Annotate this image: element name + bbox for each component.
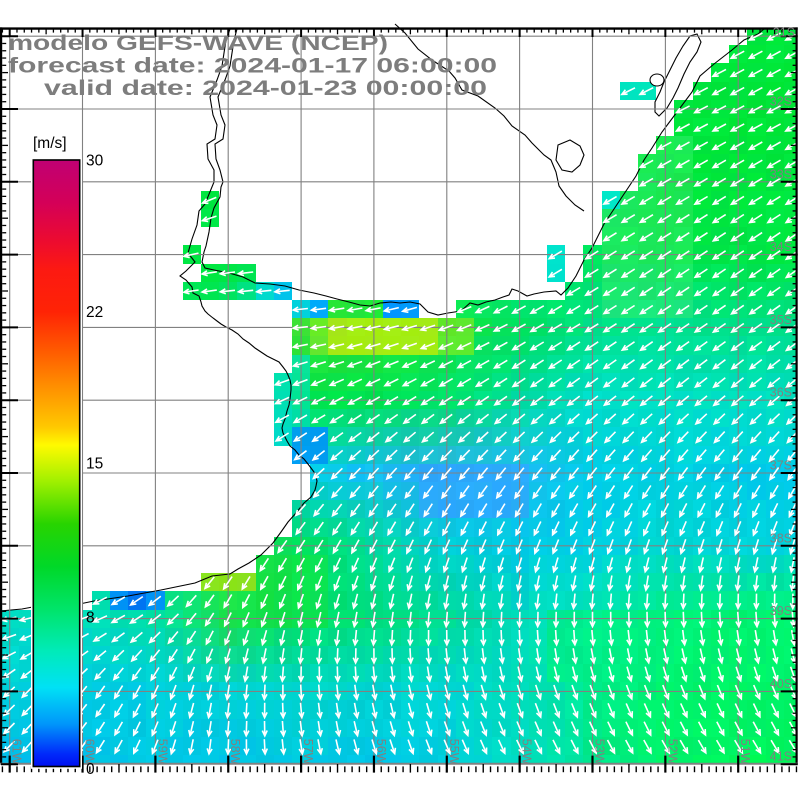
svg-text:valid date: 2024-01-23 00:00:0: valid date: 2024-01-23 00:00:00 bbox=[44, 76, 487, 100]
svg-text:0: 0 bbox=[86, 761, 95, 778]
svg-text:61W: 61W bbox=[10, 739, 24, 765]
svg-text:22: 22 bbox=[86, 304, 103, 321]
svg-text:8: 8 bbox=[86, 610, 95, 627]
svg-text:36S: 36S bbox=[770, 386, 792, 400]
svg-text:32S: 32S bbox=[770, 95, 792, 109]
svg-text:56W: 56W bbox=[374, 739, 388, 765]
svg-text:52W: 52W bbox=[665, 739, 679, 765]
svg-text:54W: 54W bbox=[520, 739, 534, 765]
svg-text:38S: 38S bbox=[770, 531, 792, 545]
svg-text:[m/s]: [m/s] bbox=[33, 135, 67, 152]
svg-text:41S: 41S bbox=[770, 750, 792, 764]
svg-text:55W: 55W bbox=[447, 739, 461, 765]
svg-text:30: 30 bbox=[86, 153, 104, 170]
svg-text:37S: 37S bbox=[770, 459, 792, 473]
svg-text:58W: 58W bbox=[228, 739, 242, 765]
svg-text:15: 15 bbox=[86, 456, 103, 473]
svg-text:53W: 53W bbox=[593, 739, 607, 765]
svg-text:34S: 34S bbox=[770, 240, 792, 254]
svg-text:35S: 35S bbox=[770, 313, 792, 327]
svg-text:57W: 57W bbox=[301, 739, 315, 765]
svg-text:forecast date: 2024-01-17 06:0: forecast date: 2024-01-17 06:00:00 bbox=[8, 54, 497, 78]
svg-text:60W: 60W bbox=[83, 739, 97, 765]
svg-text:59W: 59W bbox=[155, 739, 169, 765]
svg-text:51W: 51W bbox=[738, 739, 752, 765]
svg-text:33S: 33S bbox=[770, 167, 792, 181]
svg-text:39S: 39S bbox=[770, 604, 792, 618]
svg-text:31S: 31S bbox=[773, 26, 795, 40]
svg-text:40S: 40S bbox=[770, 677, 792, 691]
svg-text:modelo GEFS-WAVE (NCEP): modelo GEFS-WAVE (NCEP) bbox=[8, 31, 388, 55]
